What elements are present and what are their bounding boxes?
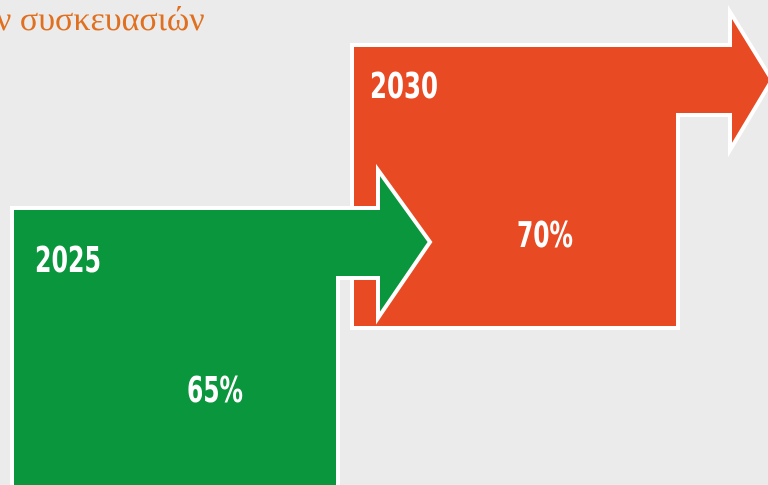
title: ν συσκευασιών — [0, 1, 205, 38]
step-2025-shape — [10, 163, 433, 485]
step-2030-shape — [350, 4, 768, 330]
step-value: 70% — [517, 215, 573, 256]
step-value: 65% — [187, 370, 243, 411]
step-year: 2025 — [35, 240, 101, 281]
step-year: 2030 — [370, 66, 438, 107]
